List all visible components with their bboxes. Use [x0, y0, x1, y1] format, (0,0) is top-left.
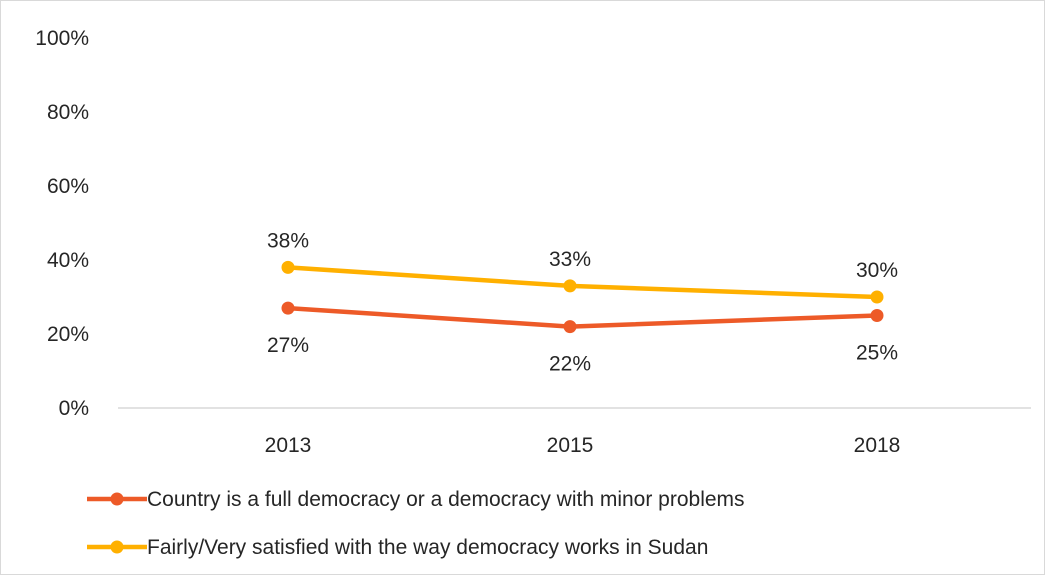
data-label: 25% — [856, 342, 898, 365]
data-point — [281, 260, 295, 274]
data-label: 30% — [856, 259, 898, 282]
data-labels: 27% 22% 25% 38% 33% 30% — [267, 229, 898, 375]
y-tick-label: 100% — [35, 27, 89, 50]
legend-swatch-marker — [110, 492, 124, 506]
data-label: 27% — [267, 334, 309, 357]
data-point — [563, 279, 577, 293]
y-axis-tick-labels: 0% 20% 40% 60% 80% 100% — [35, 27, 89, 420]
y-tick-label: 20% — [47, 323, 89, 346]
data-point — [870, 309, 884, 322]
y-tick-label: 40% — [47, 249, 89, 272]
x-tick-label: 2018 — [854, 434, 901, 457]
series-line-2 — [285, 265, 880, 300]
data-label: 33% — [549, 248, 591, 271]
data-point — [281, 301, 295, 315]
series-lines — [285, 265, 880, 329]
y-tick-label: 60% — [47, 175, 89, 198]
series-markers — [281, 260, 884, 334]
x-tick-label: 2015 — [547, 434, 594, 457]
y-tick-label: 80% — [47, 101, 89, 124]
legend-item-2: Fairly/Very satisfied with the way democ… — [87, 536, 708, 559]
x-axis-tick-labels: 2013 2015 2018 — [265, 434, 901, 457]
legend-label: Country is a full democracy or a democra… — [147, 488, 745, 511]
legend-item-1: Country is a full democracy or a democra… — [87, 488, 745, 511]
data-point — [563, 320, 577, 334]
series-line-1 — [285, 305, 880, 329]
legend-label: Fairly/Very satisfied with the way democ… — [147, 536, 708, 559]
legend-swatch-marker — [110, 540, 124, 554]
data-label: 38% — [267, 229, 309, 252]
data-label: 22% — [549, 353, 591, 376]
legend: Country is a full democracy or a democra… — [87, 488, 745, 559]
x-tick-label: 2013 — [265, 434, 312, 457]
data-point — [870, 290, 884, 304]
y-tick-label: 0% — [59, 397, 89, 420]
